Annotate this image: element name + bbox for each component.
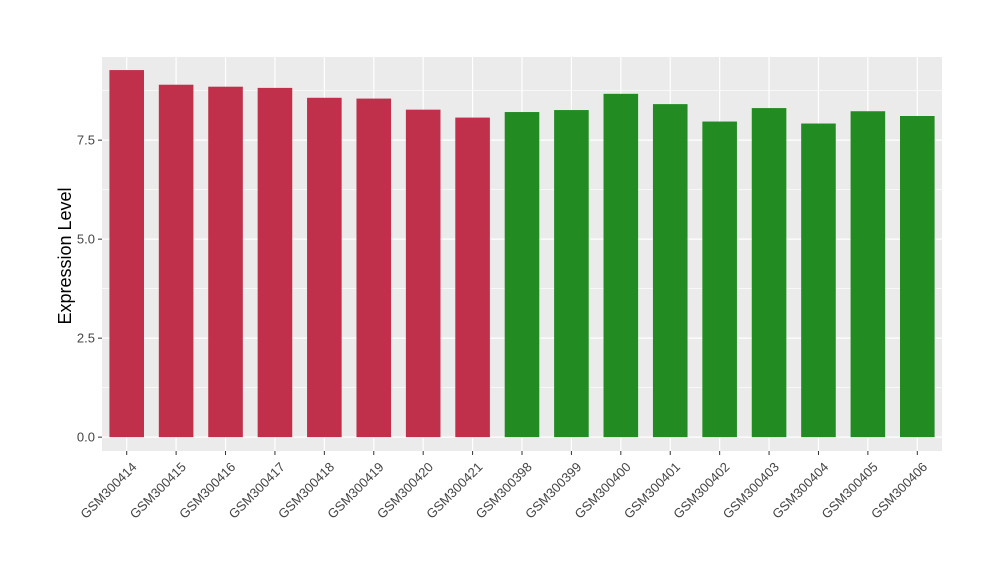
y-axis-title: Expression Level — [55, 187, 75, 324]
bar-gsm300401 — [652, 104, 688, 438]
bar-gsm300403 — [751, 108, 787, 438]
bar-gsm300420 — [405, 109, 441, 438]
y-tick-label: 0.0 — [77, 430, 95, 445]
bar-gsm300419 — [356, 98, 392, 438]
bar-gsm300416 — [208, 86, 243, 438]
bar-gsm300418 — [307, 97, 342, 438]
y-axis: 0.0 2.5 5.0 7.5 — [77, 133, 102, 445]
bar-gsm300405 — [850, 111, 886, 438]
bar-gsm300402 — [702, 121, 737, 438]
y-tick-label: 7.5 — [77, 133, 95, 148]
bar-gsm300400 — [603, 93, 639, 438]
bar-gsm300417 — [257, 87, 293, 438]
bar-gsm300404 — [801, 123, 836, 438]
bar-gsm300421 — [455, 117, 490, 438]
bar-gsm300406 — [900, 116, 935, 438]
bar-gsm300398 — [504, 112, 540, 438]
bar-gsm300399 — [554, 110, 589, 438]
y-tick-label: 5.0 — [77, 232, 95, 247]
bars — [109, 70, 935, 438]
x-axis: GSM300414GSM300415GSM300416GSM300417GSM3… — [77, 451, 930, 522]
bar-gsm300414 — [109, 70, 144, 438]
y-tick-label: 2.5 — [77, 331, 95, 346]
bar-gsm300415 — [158, 84, 194, 438]
